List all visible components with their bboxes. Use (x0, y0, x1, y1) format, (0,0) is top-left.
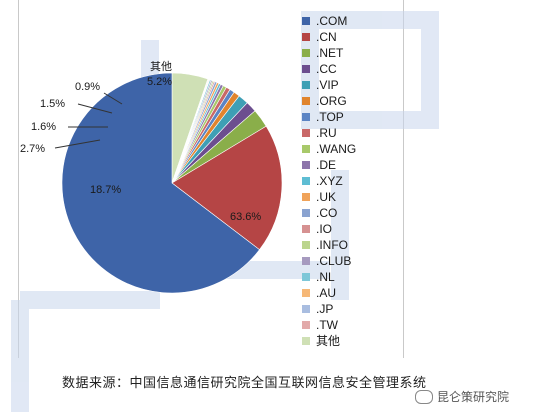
legend-item-cc: .CC (302, 61, 337, 76)
legend-label: .VIP (316, 77, 339, 92)
legend-label: .CLUB (316, 253, 352, 268)
data-label-org: 0.9% (75, 81, 100, 93)
legend-label: .AU (316, 285, 337, 300)
data-label-other-name: 其他 (150, 60, 172, 73)
data-label-其他: 5.2% (147, 76, 172, 88)
leader-line-vip (77, 103, 113, 114)
legend-item-info: .INFO (302, 237, 348, 252)
legend-label: .IO (316, 221, 333, 236)
legend-swatch (302, 256, 310, 265)
data-label-cc: 1.6% (31, 121, 56, 133)
legend-item-cn: .CN (302, 29, 337, 44)
legend-label: .TW (316, 317, 338, 332)
legend-swatch (302, 208, 310, 217)
wechat-badge: 昆仑策研究院 (415, 388, 509, 405)
legend-swatch (302, 112, 310, 121)
legend-item-au: .AU (302, 285, 336, 300)
legend-item-nl: .NL (302, 269, 335, 284)
data-label-vip: 1.5% (40, 98, 65, 110)
legend-item-club: .CLUB (302, 253, 351, 268)
legend-item-uk: .UK (302, 189, 336, 204)
legend-label: .UK (316, 189, 337, 204)
legend-swatch (302, 240, 310, 249)
legend-item-org: .ORG (302, 93, 347, 108)
legend-swatch (302, 160, 310, 169)
data-label-com: 63.6% (230, 211, 261, 223)
legend-swatch (302, 176, 310, 185)
legend-label: .WANG (316, 141, 357, 156)
legend-label: .NET (316, 45, 344, 60)
legend-label: .DE (316, 157, 337, 172)
legend-label: 其他 (316, 334, 341, 348)
source-note: 数据来源：中国信息通信研究院全国互联网信息安全管理系统 (62, 376, 427, 391)
legend-swatch (302, 272, 310, 281)
legend-swatch (302, 224, 310, 233)
legend-item-jp: .JP (302, 301, 333, 316)
legend-item-net: .NET (302, 45, 343, 60)
legend-item-com: .COM (302, 13, 347, 28)
data-label-net: 2.7% (20, 143, 45, 155)
legend-swatch (302, 64, 310, 73)
pie-slice-com (61, 72, 260, 294)
legend-swatch (302, 96, 310, 105)
legend-label: .XYZ (316, 173, 343, 188)
legend-item-tw: .TW (302, 317, 338, 332)
wechat-icon (415, 389, 433, 404)
legend-item-vip: .VIP (302, 77, 339, 92)
legend-swatch (302, 48, 310, 57)
legend-swatch (302, 288, 310, 297)
legend-swatch (302, 336, 310, 345)
pie-slice-cn (171, 125, 283, 251)
legend-item-ru: .RU (302, 125, 337, 140)
legend-item-xyz: .XYZ (302, 173, 343, 188)
legend-label: .ORG (316, 93, 347, 108)
legend-item-其他: 其他 (302, 333, 340, 348)
legend-swatch (302, 304, 310, 313)
legend-swatch (302, 144, 310, 153)
legend-label: .INFO (316, 237, 348, 252)
legend-swatch (302, 32, 310, 41)
legend-item-io: .IO (302, 221, 332, 236)
legend-swatch (302, 80, 310, 89)
legend-label: .RU (316, 125, 337, 140)
legend-label: .NL (316, 269, 335, 284)
legend-label: .TOP (316, 109, 344, 124)
legend-item-co: .CO (302, 205, 337, 220)
legend-label: .JP (316, 301, 334, 316)
data-label-cn: 18.7% (90, 184, 121, 196)
legend-swatch (302, 128, 310, 137)
legend-swatch (302, 192, 310, 201)
legend-label: .COM (316, 13, 348, 28)
legend-swatch (302, 16, 310, 25)
leader-line-net (54, 139, 101, 149)
watermark-label: 昆仑策研究院 (437, 390, 510, 404)
legend-item-de: .DE (302, 157, 336, 172)
legend-label: .CN (316, 29, 337, 44)
legend-item-top: .TOP (302, 109, 344, 124)
legend-swatch (302, 320, 310, 329)
legend-label: .CO (316, 205, 338, 220)
legend-item-wang: .WANG (302, 141, 356, 156)
legend-label: .CC (316, 61, 337, 76)
leader-line-org (103, 92, 123, 105)
